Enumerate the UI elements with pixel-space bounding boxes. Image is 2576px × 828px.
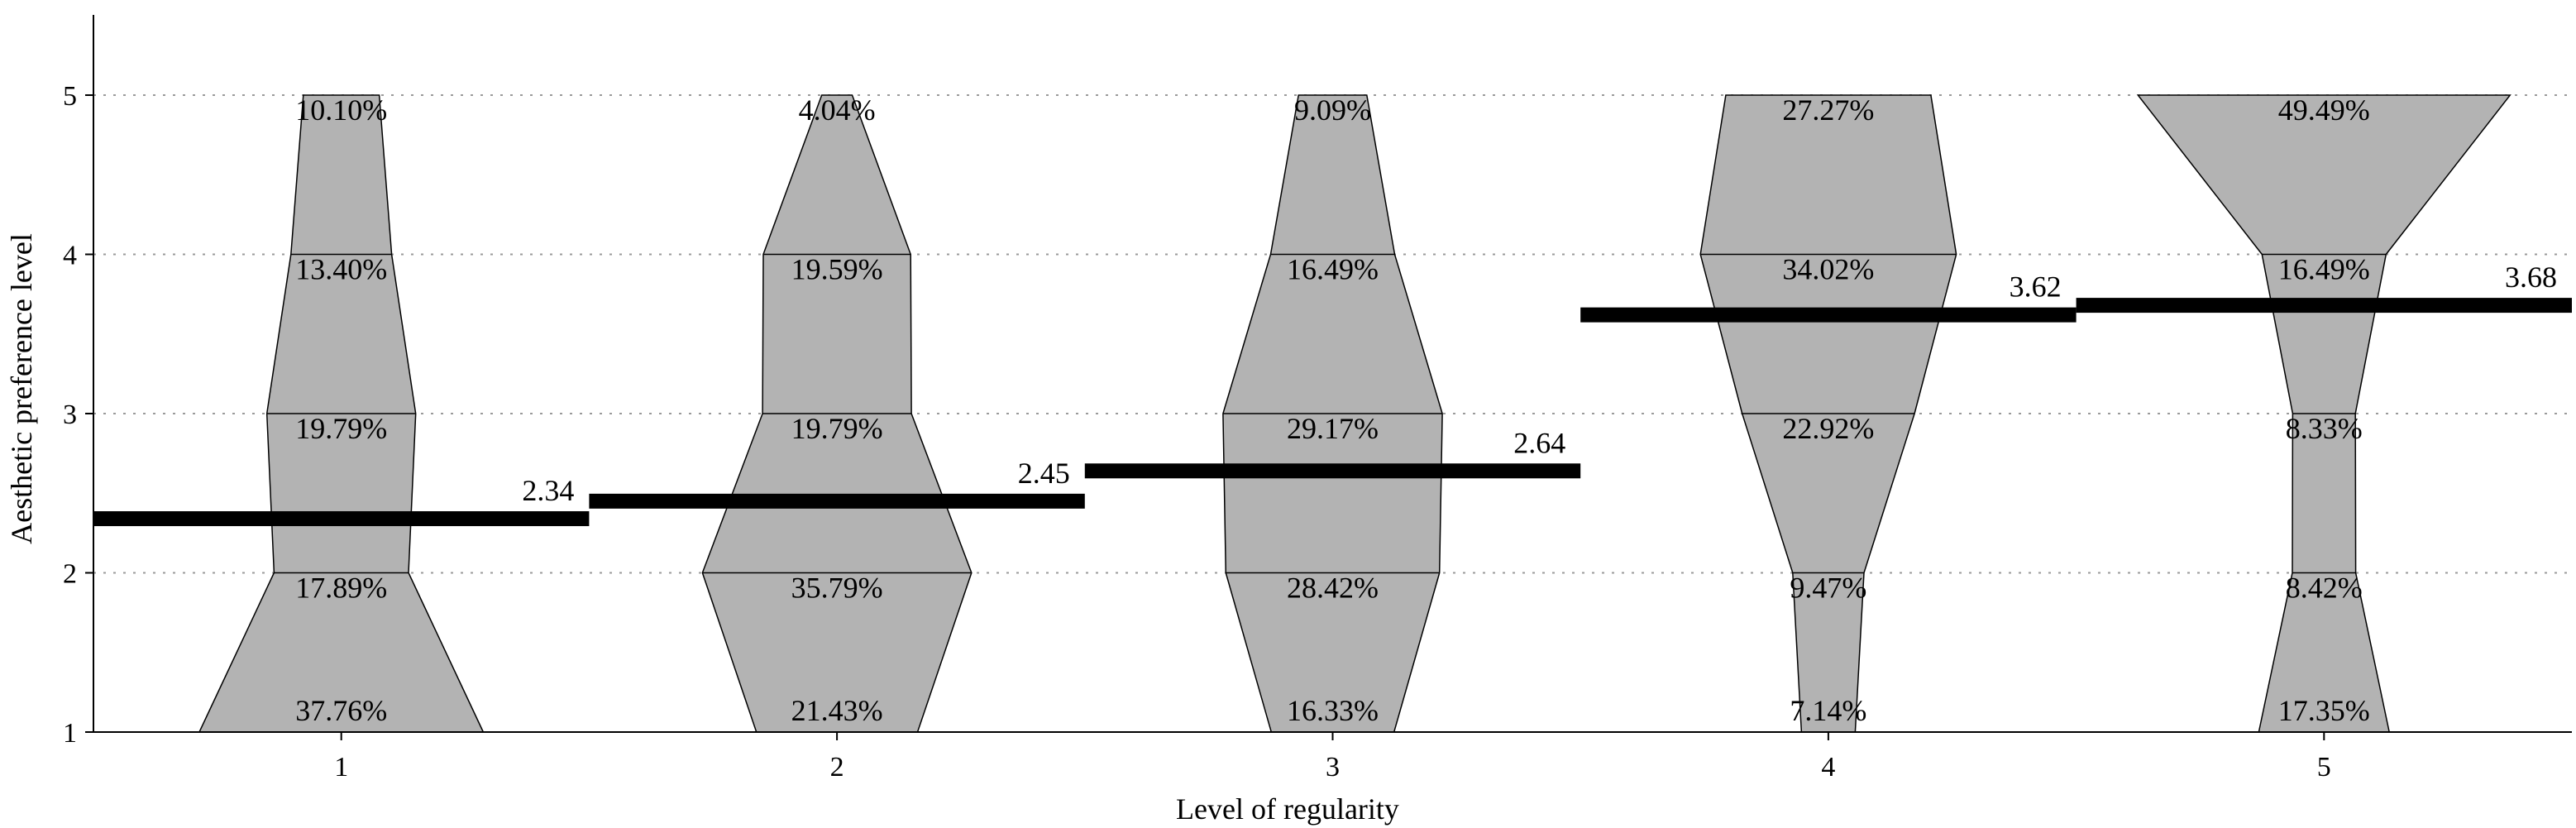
y-tick-label: 3 xyxy=(63,400,77,430)
percent-label: 13.40% xyxy=(295,253,387,286)
percent-label: 16.33% xyxy=(1287,694,1379,727)
percent-label: 27.27% xyxy=(1782,93,1874,127)
percent-label: 19.59% xyxy=(791,253,883,286)
x-tick-label: 3 xyxy=(1326,752,1340,783)
percent-label: 34.02% xyxy=(1782,253,1874,286)
mean-bar xyxy=(589,493,1085,509)
violin-layer: 37.76% 17.89% 19.79% 13.40% 10.10% 21.43% 35.7… xyxy=(198,93,2511,733)
x-tick-label: 5 xyxy=(2317,752,2331,783)
percent-label: 9.09% xyxy=(1294,93,1371,127)
percent-label: 4.04% xyxy=(799,93,876,127)
percent-label: 10.10% xyxy=(295,93,387,127)
percent-label: 21.43% xyxy=(791,694,883,727)
x-tick-label: 4 xyxy=(1821,752,1835,783)
percent-label: 8.42% xyxy=(2286,572,2363,605)
percent-label: 16.49% xyxy=(2278,253,2370,286)
percent-label: 9.47% xyxy=(1790,572,1866,605)
y-tick-label: 2 xyxy=(63,559,77,590)
mean-label: 2.34 xyxy=(522,474,574,507)
mean-bar xyxy=(93,511,590,527)
mean-bar xyxy=(2076,298,2572,313)
percent-label: 22.92% xyxy=(1782,412,1874,445)
percent-label: 7.14% xyxy=(1790,694,1866,727)
percent-label: 35.79% xyxy=(791,572,883,605)
violin-group-4: 7.14% 9.47% 22.92% 34.02% 27.27% xyxy=(1699,93,1957,733)
percent-label: 49.49% xyxy=(2278,93,2370,127)
mean-bar xyxy=(1580,307,2077,323)
y-tick-label: 4 xyxy=(63,241,77,271)
mean-label: 2.45 xyxy=(1018,457,1070,490)
percent-label: 8.33% xyxy=(2286,412,2363,445)
mean-label: 3.68 xyxy=(2505,261,2557,294)
x-axis-title: Level of regularity xyxy=(1176,792,1399,826)
violin-group-2: 21.43% 35.79% 19.79% 19.59% 4.04% xyxy=(701,93,973,733)
y-axis-title: Aesthetic preference level xyxy=(5,233,38,544)
percent-label: 28.42% xyxy=(1287,572,1379,605)
violin-group-5: 17.35% 8.42% 8.33% 16.49% 49.49% xyxy=(2136,93,2511,733)
y-tick-label: 1 xyxy=(63,718,77,749)
violin-group-3: 16.33% 28.42% 29.17% 16.49% 9.09% xyxy=(1222,93,1443,733)
mean-layer: 2.34 2.45 2.64 3.62 3.68 xyxy=(93,261,2572,527)
y-tick-label: 5 xyxy=(63,81,77,112)
percent-label: 17.35% xyxy=(2278,694,2370,727)
percent-label: 16.49% xyxy=(1287,253,1379,286)
mean-bar xyxy=(1084,463,1581,479)
percent-label: 19.79% xyxy=(791,412,883,445)
x-tick-label: 2 xyxy=(830,752,844,783)
axis-layer: 1 2 3 4 5 1 2 3 4 5 xyxy=(63,15,2572,783)
percent-label: 37.76% xyxy=(295,694,387,727)
mean-label: 3.62 xyxy=(2010,270,2062,304)
percent-label: 19.79% xyxy=(295,412,387,445)
percent-label: 17.89% xyxy=(295,572,387,605)
mean-label: 2.64 xyxy=(1513,426,1565,459)
percent-label: 29.17% xyxy=(1287,412,1379,445)
x-tick-label: 1 xyxy=(334,752,348,783)
violin-group-1: 37.76% 17.89% 19.79% 13.40% 10.10% xyxy=(198,93,485,733)
